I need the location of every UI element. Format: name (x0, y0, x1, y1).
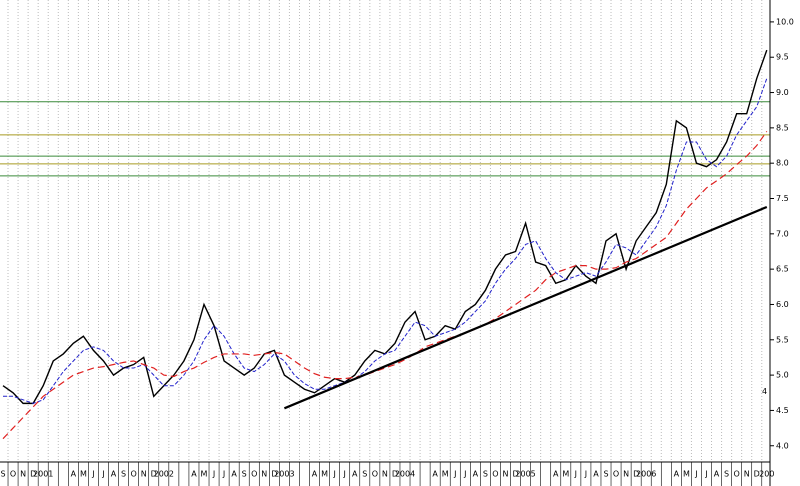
x-tick-label: N (382, 470, 388, 479)
x-tick-label: 2002 (154, 470, 174, 479)
x-tick-label: J (704, 470, 707, 479)
x-tick-label: J (222, 470, 225, 479)
y-tick-label: 9.5 (776, 53, 789, 62)
annotation: 4 (762, 387, 767, 396)
x-tick-label: 2003 (274, 470, 294, 479)
y-tick-label: 5.5 (776, 335, 789, 344)
x-tick-label: J (574, 470, 577, 479)
x-tick-label: A (674, 470, 680, 479)
trendline (283, 205, 768, 410)
x-tick-label: N (503, 470, 509, 479)
x-tick-label: J (584, 470, 587, 479)
x-tick-label: A (111, 470, 117, 479)
plot-area (0, 49, 770, 440)
x-tick-label: S (603, 470, 608, 479)
x-tick-label: M (80, 470, 87, 479)
x-tick-label: O (613, 470, 619, 479)
x-tick-label: 200 (759, 470, 774, 479)
x-tick-label: D (754, 470, 760, 479)
x-tick-label: D (151, 470, 157, 479)
x-tick-label: D (392, 470, 398, 479)
x-tick-label: J (332, 470, 335, 479)
x-tick-label: A (191, 470, 197, 479)
x-tick-label: A (593, 470, 599, 479)
x-tick-label: A (553, 470, 559, 479)
x-tick-label: A (714, 470, 720, 479)
y-tick-label: 4.0 (776, 441, 789, 450)
x-tick-label: J (453, 470, 456, 479)
x-tick-label: 2001 (33, 470, 53, 479)
x-tick-label: O (10, 470, 16, 479)
x-tick-label: D (271, 470, 277, 479)
y-tick-label: 7.0 (776, 229, 789, 238)
y-tick-label: 6.5 (776, 265, 789, 274)
x-tick-label: A (312, 470, 318, 479)
x-tick-label: O (251, 470, 257, 479)
x-tick-label: D (633, 470, 639, 479)
x-tick-label: D (30, 470, 36, 479)
x-tick-label: A (352, 470, 358, 479)
series-line (3, 78, 768, 404)
x-tick-label: J (101, 470, 104, 479)
x-tick-label: M (683, 470, 690, 479)
x-tick-label: A (473, 470, 479, 479)
x-tick-label: M (321, 470, 328, 479)
x-tick-label: N (744, 470, 750, 479)
x-tick-label: J (343, 470, 346, 479)
x-tick-label: S (242, 470, 247, 479)
x-tick-label: O (734, 470, 740, 479)
x-tick-label: S (121, 470, 126, 479)
x-tick-label: M (442, 470, 449, 479)
y-tick-label: 7.5 (776, 194, 789, 203)
x-tick-label: N (261, 470, 267, 479)
x-tick-label: O (492, 470, 498, 479)
x-tick-label: J (694, 470, 697, 479)
x-tick-label: D (512, 470, 518, 479)
x-tick-label: J (91, 470, 94, 479)
y-tick-label: 6.0 (776, 300, 789, 309)
x-tick-label: A (71, 470, 77, 479)
x-tick-label: N (20, 470, 26, 479)
x-tick-label: 2006 (636, 470, 656, 479)
x-tick-label: N (623, 470, 629, 479)
x-tick-label: S (483, 470, 488, 479)
y-tick-label: 4.5 (776, 406, 789, 415)
x-tick-label: J (463, 470, 466, 479)
x-tick-label: A (231, 470, 237, 479)
x-tick-label: S (362, 470, 367, 479)
y-tick-label: 8.5 (776, 123, 789, 132)
series-line (2, 131, 768, 440)
x-tick-label: M (201, 470, 208, 479)
x-tick-label: O (131, 470, 137, 479)
x-tick-label: 2004 (395, 470, 415, 479)
x-tick-label: J (212, 470, 215, 479)
x-tick-label: M (562, 470, 569, 479)
x-tick-label: S (724, 470, 729, 479)
y-tick-label: 8.0 (776, 159, 789, 168)
y-tick-label: 9.0 (776, 88, 789, 97)
x-tick-label: N (141, 470, 147, 479)
x-tick-label: 2005 (515, 470, 535, 479)
y-tick-label: 5.0 (776, 371, 789, 380)
x-tick-label: S (0, 470, 5, 479)
x-tick-label: O (372, 470, 378, 479)
x-tick-label: A (432, 470, 438, 479)
y-tick-label: 10.0 (776, 17, 794, 26)
